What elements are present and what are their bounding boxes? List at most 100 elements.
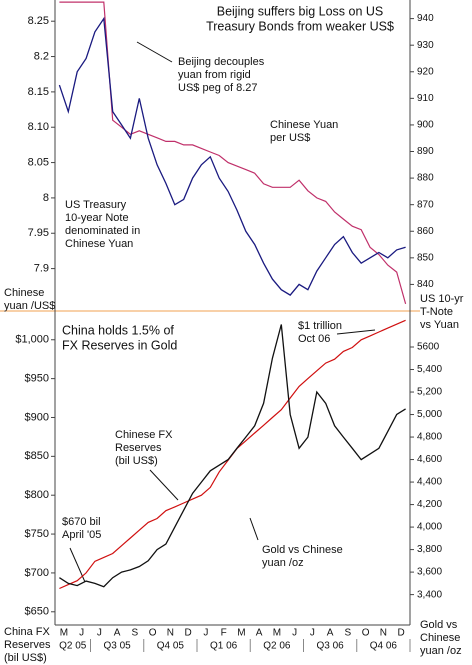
y2-tick-label: 870: [417, 199, 434, 210]
y-tick-label: 8.05: [28, 156, 49, 168]
leader-line: [336, 329, 376, 335]
y2-tick-label: 4,800: [417, 432, 442, 443]
y-axis-label: (bil US$): [4, 652, 47, 664]
x-tick-label: O: [362, 628, 370, 639]
quarter-label: Q3 06: [317, 641, 345, 652]
y2-tick-label: 4,200: [417, 499, 442, 510]
x-tick-label: J: [97, 628, 102, 639]
y-axis-label: Reserves: [4, 639, 51, 651]
y-axis-label: yuan /US$: [4, 300, 55, 312]
x-tick-label: N: [167, 628, 174, 639]
quarter-label: Q3 05: [104, 641, 132, 652]
x-tick-label: J: [310, 628, 315, 639]
x-tick-label: M: [60, 628, 68, 639]
y2-tick-label: 920: [417, 66, 434, 77]
y-tick-label: $750: [25, 528, 49, 540]
y2-axis-label: T-Note: [420, 306, 453, 318]
y-axis-label: Chinese: [4, 287, 44, 299]
y2-tick-label: 850: [417, 252, 434, 263]
x-tick-label: N: [380, 628, 387, 639]
y-tick-label: $950: [25, 373, 49, 385]
leader-line: [136, 41, 173, 63]
y-tick-label: $1,000: [15, 334, 49, 346]
y2-axis-label: yuan /oz: [420, 645, 462, 657]
y-tick-label: 8.2: [34, 50, 49, 62]
y2-tick-label: 840: [417, 279, 434, 290]
annotation: Oct 06: [298, 333, 330, 345]
x-tick-label: S: [345, 628, 352, 639]
chart-title: FX Reserves in Gold: [62, 338, 177, 352]
x-tick-label: F: [221, 628, 227, 639]
y2-tick-label: 880: [417, 173, 434, 184]
annotation: per US$: [270, 132, 310, 144]
y2-tick-label: 3,800: [417, 544, 442, 555]
annotation: denominated in: [65, 225, 140, 237]
x-tick-label: J: [292, 628, 297, 639]
annotation: yuan /oz: [262, 557, 304, 569]
quarter-label: Q2 06: [263, 641, 291, 652]
chart-title: Beijing suffers big Loss on US: [217, 4, 384, 18]
y-tick-label: $800: [25, 489, 49, 501]
y2-tick-label: 5,000: [417, 409, 442, 420]
leader-line: [69, 547, 86, 583]
y-tick-label: 8.10: [28, 121, 49, 133]
annotation: Gold vs Chinese: [262, 544, 343, 556]
y2-tick-label: 5600: [417, 342, 440, 353]
annotation: Chinese FX: [115, 429, 173, 441]
annotation: April '05: [62, 529, 101, 541]
y2-axis-label: Chinese: [420, 632, 460, 644]
y2-tick-label: 4,600: [417, 454, 442, 465]
price-line: [58, 16, 406, 296]
y-tick-label: 7.9: [34, 262, 49, 274]
x-tick-label: J: [203, 628, 208, 639]
annotation: $1 trillion: [298, 320, 342, 332]
y-tick-label: 8.15: [28, 86, 49, 98]
annotation: 10-year Note: [65, 212, 129, 224]
y-tick-label: $850: [25, 450, 49, 462]
quarter-label: Q2 05: [59, 641, 87, 652]
x-tick-label: A: [256, 628, 263, 639]
y2-tick-label: 4,400: [417, 477, 442, 488]
annotation: yuan from rigid: [178, 69, 251, 81]
y-tick-label: 8: [43, 192, 49, 204]
y2-tick-label: 890: [417, 146, 434, 157]
y2-tick-label: 900: [417, 120, 434, 131]
y2-tick-label: 930: [417, 40, 434, 51]
annotation: Chinese Yuan: [65, 238, 133, 250]
quarter-label: Q1 06: [210, 641, 238, 652]
y2-axis-label: Gold vs: [420, 619, 458, 631]
y2-tick-label: 5,400: [417, 364, 442, 375]
y2-tick-label: 3,400: [417, 589, 442, 600]
quarter-label: Q4 06: [370, 641, 398, 652]
y-axis-label: China FX: [4, 626, 51, 638]
x-tick-label: M: [237, 628, 245, 639]
x-tick-label: D: [398, 628, 405, 639]
leader-line: [249, 517, 259, 541]
x-tick-label: O: [149, 628, 157, 639]
y-tick-label: $700: [25, 567, 49, 579]
y2-tick-label: 4,000: [417, 522, 442, 533]
annotation: US$ peg of 8.27: [178, 82, 258, 94]
chart-title: Treasury Bonds from weaker US$: [206, 19, 394, 33]
annotation: Chinese Yuan: [270, 119, 338, 131]
annotation: $670 bil: [62, 516, 101, 528]
y-tick-label: $650: [25, 606, 49, 618]
x-tick-label: D: [185, 628, 192, 639]
annotation: Reserves: [115, 442, 162, 454]
leader-line: [149, 469, 179, 501]
x-tick-label: A: [327, 628, 334, 639]
annotation: US Treasury: [65, 199, 127, 211]
y2-tick-label: 940: [417, 13, 434, 24]
x-tick-label: A: [114, 628, 121, 639]
y-tick-label: 7.95: [28, 227, 49, 239]
annotation: Beijing decouples: [178, 56, 265, 68]
y2-tick-label: 910: [417, 93, 434, 104]
annotation: (bil US$): [115, 455, 158, 467]
series-line: [59, 1, 407, 305]
y2-tick-label: 3,600: [417, 567, 442, 578]
y2-axis-label: vs Yuan: [420, 319, 459, 331]
price-line: [59, 324, 406, 588]
x-tick-label: J: [79, 628, 84, 639]
y-tick-label: 8.25: [28, 15, 49, 27]
